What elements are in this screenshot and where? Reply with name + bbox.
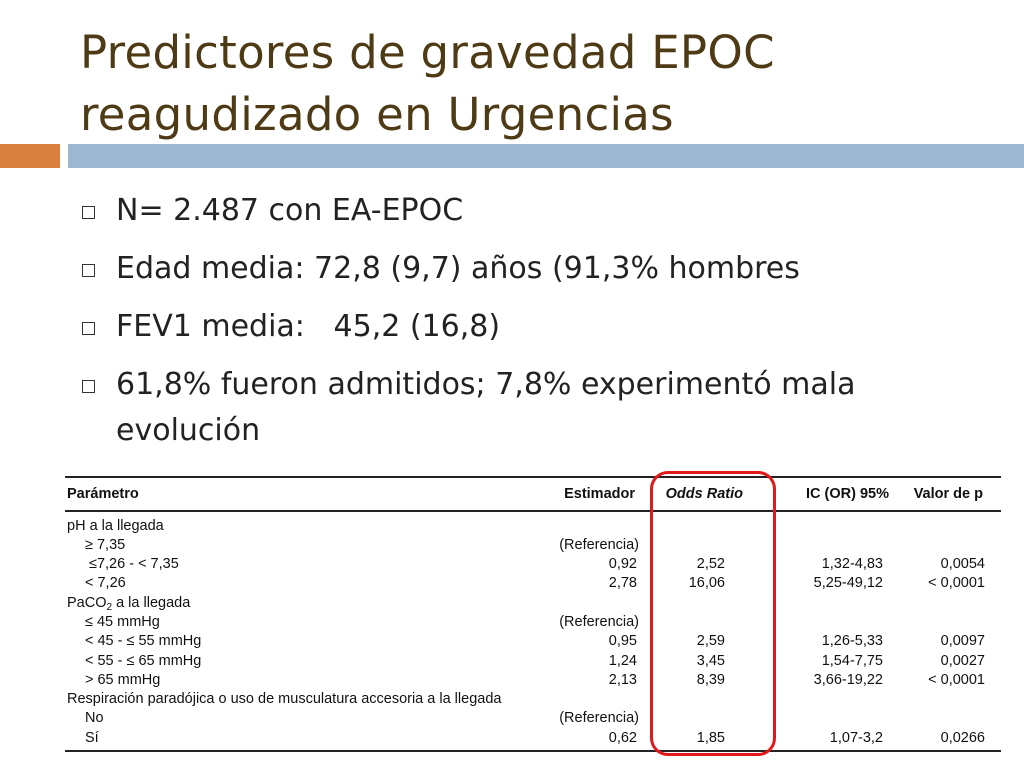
table-row: < 45 - ≤ 55 mmHg 0,95 2,59 1,26-5,33 0,0…: [65, 632, 1001, 651]
accent-bar-blue: [68, 144, 1024, 168]
table-row: Respiración paradójica o uso de musculat…: [65, 690, 1001, 709]
table-row: < 7,26 2,78 16,06 5,25-49,12 < 0,0001: [65, 574, 1001, 593]
table-row: ≤7,26 - < 7,35 0,92 2,52 1,32-4,83 0,005…: [65, 555, 1001, 574]
cell-param: < 7,26: [85, 575, 126, 592]
cell-estimator: 0,62: [608, 729, 637, 746]
cell-odds-ratio: 3,45: [696, 652, 725, 669]
bullet-text: FEV1 media: 45,2 (16,8): [116, 309, 501, 344]
header-ci: IC (OR) 95%: [806, 486, 889, 502]
cell-estimator: 2,13: [608, 671, 637, 688]
cell-estimator: 0,92: [608, 556, 637, 573]
cell-estimator: 1,24: [608, 652, 637, 669]
cell-ci: 1,54-7,75: [821, 652, 883, 669]
cell-param: Respiración paradójica o uso de musculat…: [67, 691, 502, 708]
bullet-text: Edad media: 72,8 (9,7) años (91,3% hombr…: [116, 251, 800, 286]
table-row: > 65 mmHg 2,13 8,39 3,66-19,22 < 0,0001: [65, 671, 1001, 690]
square-bullet-icon: [82, 264, 95, 277]
cell-odds-ratio: 2,52: [696, 556, 725, 573]
table-header-rule: [65, 510, 1001, 512]
cell-param: < 45 - ≤ 55 mmHg: [85, 633, 202, 650]
table-body: pH a la llegada ≥ 7,35 (Referencia) ≤7,2…: [65, 512, 1001, 749]
cell-estimator: 2,78: [608, 575, 637, 592]
square-bullet-icon: [82, 380, 95, 393]
table-row: pH a la llegada: [65, 517, 1001, 536]
slide-title: Predictores de gravedad EPOC reagudizado…: [80, 26, 775, 141]
cell-p-value: < 0,0001: [928, 575, 985, 592]
cell-param: PaCO2 a la llegada: [67, 594, 190, 617]
header-p-value: Valor de p: [913, 486, 983, 502]
cell-p-value: 0,0027: [940, 652, 985, 669]
odds-ratio-highlight-box: [650, 471, 776, 756]
table-row: < 55 - ≤ 65 mmHg 1,24 3,45 1,54-7,75 0,0…: [65, 652, 1001, 671]
table-row: No (Referencia): [65, 709, 1001, 728]
bullet-item: FEV1 media: 45,2 (16,8): [80, 304, 980, 350]
cell-param: > 65 mmHg: [85, 671, 161, 688]
cell-estimator: (Referencia): [559, 613, 639, 630]
table-row: ≤ 45 mmHg (Referencia): [65, 613, 1001, 632]
cell-p-value: 0,0054: [940, 556, 985, 573]
square-bullet-icon: [82, 322, 95, 335]
header-param: Parámetro: [67, 486, 139, 502]
bullet-item: 61,8% fueron admitidos; 7,8% experimentó…: [80, 362, 980, 454]
cell-ci: 5,25-49,12: [813, 575, 883, 592]
cell-ci: 1,32-4,83: [821, 556, 883, 573]
results-table: Parámetro Estimador Odds Ratio IC (OR) 9…: [65, 476, 1001, 753]
cell-param-base: PaCO: [67, 594, 107, 611]
cell-odds-ratio: 8,39: [696, 671, 725, 688]
cell-estimator: (Referencia): [559, 536, 639, 553]
cell-ci: 1,07-3,2: [829, 729, 883, 746]
cell-p-value: 0,0097: [940, 633, 985, 650]
cell-p-value: 0,0266: [940, 729, 985, 746]
table-row: ≥ 7,35 (Referencia): [65, 536, 1001, 555]
cell-param: Sí: [85, 729, 99, 746]
square-bullet-icon: [82, 206, 95, 219]
table-header-row: Parámetro Estimador Odds Ratio IC (OR) 9…: [65, 478, 1001, 510]
bullet-item: N= 2.487 con EA-EPOC: [80, 188, 980, 234]
table-row: Sí 0,62 1,85 1,07-3,2 0,0266: [65, 729, 1001, 748]
cell-param-subscript: 2: [106, 601, 113, 613]
table-row: PaCO2 a la llegada: [65, 594, 1001, 613]
cell-ci: 1,26-5,33: [821, 633, 883, 650]
bullet-list: N= 2.487 con EA-EPOC Edad media: 72,8 (9…: [80, 188, 980, 466]
cell-odds-ratio: 1,85: [696, 729, 725, 746]
bullet-text: 61,8% fueron admitidos; 7,8% experimentó…: [116, 367, 856, 448]
cell-p-value: < 0,0001: [928, 671, 985, 688]
accent-bar-orange: [0, 144, 60, 168]
bullet-item: Edad media: 72,8 (9,7) años (91,3% hombr…: [80, 246, 980, 292]
cell-param: < 55 - ≤ 65 mmHg: [85, 652, 202, 669]
cell-estimator: 0,95: [608, 633, 637, 650]
cell-param: No: [85, 710, 104, 727]
bullet-text: N= 2.487 con EA-EPOC: [116, 193, 464, 228]
header-estimator: Estimador: [564, 486, 635, 502]
cell-param: ≤ 45 mmHg: [85, 613, 160, 630]
cell-param-suffix: a la llegada: [112, 594, 191, 611]
cell-param: ≤7,26 - < 7,35: [89, 556, 179, 573]
cell-odds-ratio: 2,59: [696, 633, 725, 650]
cell-param: pH a la llegada: [67, 517, 164, 534]
cell-ci: 3,66-19,22: [813, 671, 883, 688]
table-top-rule: [65, 476, 1001, 478]
table-bottom-rule: [65, 750, 1001, 753]
cell-estimator: (Referencia): [559, 710, 639, 727]
cell-odds-ratio: 16,06: [688, 575, 725, 592]
header-odds-ratio: Odds Ratio: [665, 486, 743, 502]
cell-param: ≥ 7,35: [85, 536, 126, 553]
